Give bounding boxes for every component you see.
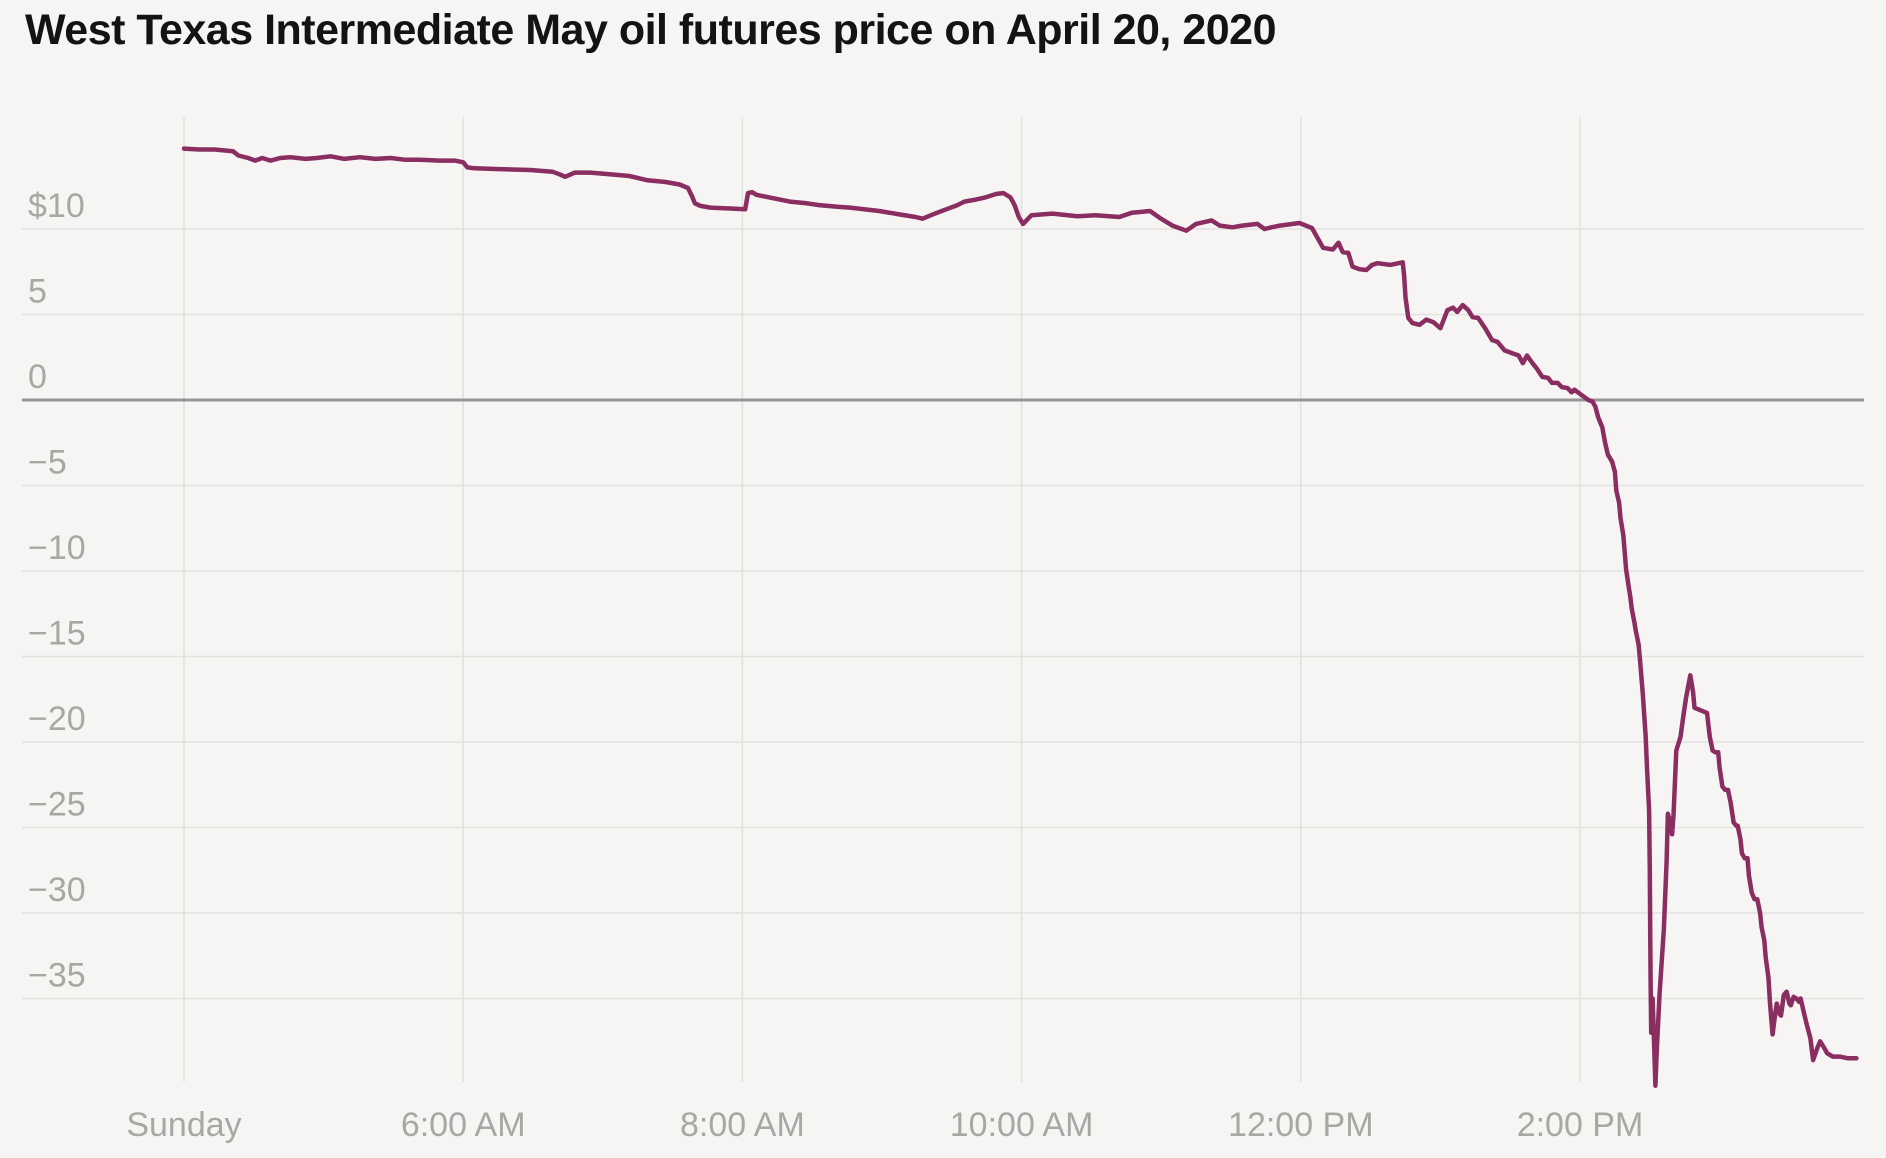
x-tick-label: 8:00 AM: [680, 1106, 805, 1144]
x-tick-label: Sunday: [126, 1106, 241, 1144]
y-tick-label: −5: [28, 444, 67, 482]
chart-title: West Texas Intermediate May oil futures …: [25, 6, 1276, 54]
y-tick-label: $10: [28, 187, 85, 225]
y-tick-label: −25: [28, 786, 86, 824]
x-tick-label: 10:00 AM: [950, 1106, 1094, 1144]
y-tick-label: 5: [28, 273, 47, 311]
y-tick-label: −10: [28, 529, 86, 567]
y-tick-label: −15: [28, 615, 86, 653]
x-tick-label: 6:00 AM: [401, 1106, 526, 1144]
y-tick-label: −20: [28, 700, 86, 738]
y-tick-label: −35: [28, 957, 86, 995]
y-tick-label: −30: [28, 871, 86, 909]
x-tick-label: 12:00 PM: [1228, 1106, 1374, 1144]
price-line: [181, 146, 1859, 1088]
x-tick-label: 2:00 PM: [1517, 1106, 1644, 1144]
y-tick-label: 0: [28, 358, 47, 396]
